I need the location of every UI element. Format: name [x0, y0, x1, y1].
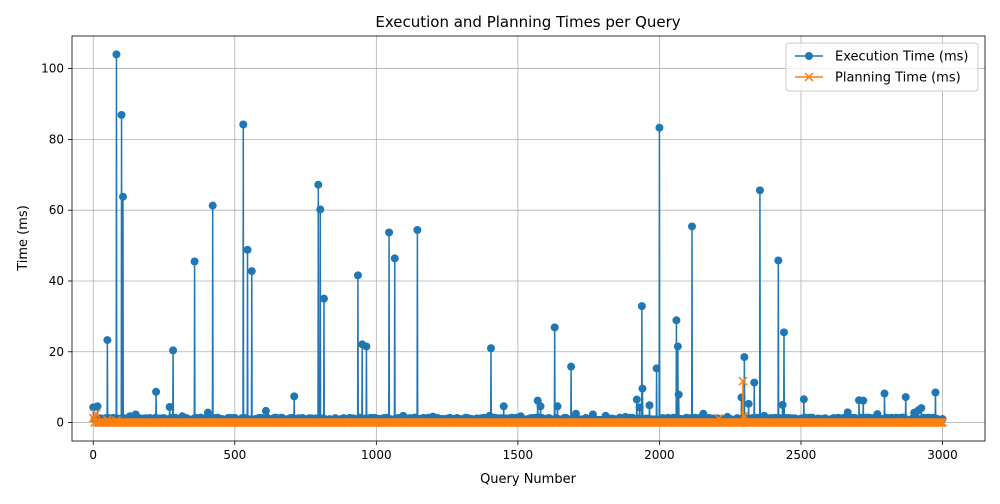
data-point: [553, 402, 562, 411]
data-point: [744, 399, 753, 408]
legend-label-execution: Execution Time (ms): [835, 50, 968, 65]
data-point: [93, 402, 102, 411]
data-point: [737, 393, 746, 402]
data-point: [674, 390, 683, 399]
chart-title: Execution and Planning Times per Query: [375, 13, 680, 31]
legend: Execution Time (ms) Planning Time (ms): [785, 42, 979, 92]
series-layer: [88, 50, 948, 428]
data-point: [190, 257, 199, 266]
data-point: [687, 222, 696, 231]
y-tick-label: 60: [49, 203, 64, 217]
y-tick-label: 0: [56, 416, 64, 430]
data-point: [314, 180, 323, 189]
data-point: [774, 256, 783, 265]
data-point: [169, 346, 178, 355]
data-point: [486, 344, 495, 353]
data-point: [750, 378, 759, 387]
data-point: [117, 110, 126, 119]
data-point: [672, 316, 681, 325]
data-point: [738, 376, 748, 386]
data-point: [880, 389, 889, 398]
data-point: [740, 353, 749, 362]
x-tick-label: 2000: [644, 448, 675, 462]
data-point: [239, 120, 248, 129]
series-planning: [88, 376, 948, 428]
data-point: [118, 192, 127, 201]
y-axis-label: Time (ms): [16, 205, 31, 272]
data-point: [362, 342, 371, 351]
data-point: [112, 50, 121, 59]
data-point: [152, 387, 161, 396]
data-point: [780, 328, 788, 337]
legend-marker-planning: [804, 72, 814, 82]
data-point: [261, 406, 270, 415]
data-point: [739, 410, 749, 421]
x-axis-label: Query Number: [480, 472, 577, 487]
data-point: [165, 403, 174, 412]
data-point: [316, 205, 325, 214]
data-point: [208, 201, 217, 210]
data-point: [673, 342, 682, 351]
plot-frame: [71, 35, 986, 442]
data-point: [859, 396, 868, 405]
data-point: [931, 388, 940, 397]
data-point: [499, 402, 508, 411]
x-tick-label: 1500: [503, 448, 534, 462]
data-point: [933, 417, 943, 427]
legend-box: [785, 42, 979, 92]
data-point: [799, 395, 808, 404]
data-point: [243, 245, 252, 254]
x-tick-label: 3000: [927, 448, 958, 462]
data-point: [637, 302, 646, 311]
x-tick-label: 2500: [786, 448, 817, 462]
data-point: [632, 395, 641, 404]
data-point: [655, 123, 664, 132]
data-point: [91, 409, 101, 419]
data-point: [550, 323, 559, 332]
data-point: [635, 403, 644, 412]
data-point: [936, 418, 946, 428]
data-point: [413, 226, 422, 234]
data-point: [935, 417, 945, 427]
data-point: [917, 404, 926, 413]
data-point: [652, 364, 661, 373]
data-point: [353, 271, 362, 280]
data-point: [937, 417, 948, 427]
data-point: [290, 392, 299, 401]
data-point: [778, 400, 787, 409]
data-point: [319, 294, 328, 303]
x-tick-label: 0: [89, 448, 97, 462]
data-point: [567, 362, 576, 371]
y-tick-label: 20: [49, 345, 64, 359]
data-point: [247, 267, 256, 276]
data-point: [734, 417, 744, 427]
y-tick-label: 80: [49, 132, 64, 146]
data-point: [97, 417, 107, 428]
x-tick-label: 500: [223, 448, 246, 462]
legend-marker-execution: [805, 52, 813, 60]
y-tick-label: 40: [49, 274, 64, 288]
data-point: [755, 186, 764, 195]
data-point: [638, 384, 647, 393]
data-point: [390, 254, 399, 263]
data-point: [103, 336, 112, 345]
data-point: [385, 228, 394, 237]
data-point: [645, 401, 654, 410]
data-point: [536, 402, 545, 411]
data-point: [901, 393, 910, 402]
y-tick-label: 100: [41, 62, 64, 76]
axes-layer: 0 500 1000 1500 2000 2500 3000 0 20 40 60 80 100: [41, 62, 958, 462]
x-tick-label: 1000: [361, 448, 392, 462]
legend-label-planning: Planning Time (ms): [835, 71, 961, 86]
